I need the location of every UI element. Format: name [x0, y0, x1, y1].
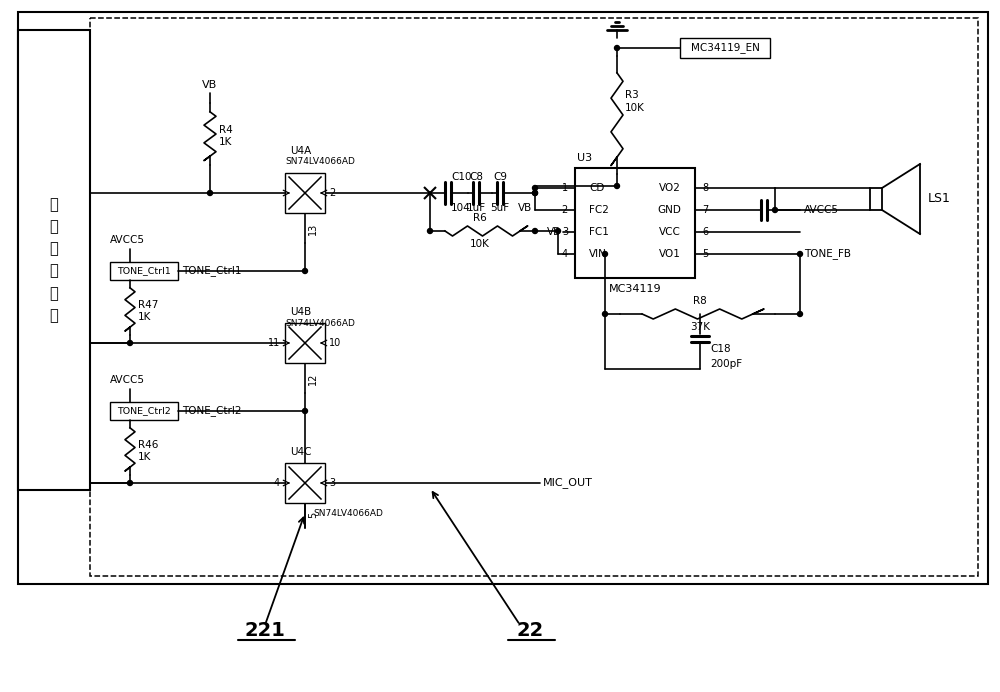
Text: U3: U3 — [577, 153, 592, 163]
Text: MIC_OUT: MIC_OUT — [543, 477, 593, 489]
Text: 200pF: 200pF — [710, 359, 742, 369]
Bar — [285, 463, 325, 503]
Circle shape — [532, 190, 538, 196]
Bar — [285, 173, 325, 213]
Text: FC2: FC2 — [589, 205, 609, 215]
Text: C9: C9 — [493, 172, 507, 182]
Circle shape — [532, 228, 538, 233]
Text: C8: C8 — [469, 172, 483, 182]
Circle shape — [532, 185, 538, 190]
Text: 2: 2 — [329, 188, 335, 198]
Text: VO1: VO1 — [659, 249, 681, 259]
Text: 语
音
处
理
芯
片: 语 音 处 理 芯 片 — [50, 197, 58, 323]
Text: 1: 1 — [562, 183, 568, 193]
Text: 8: 8 — [702, 183, 708, 193]
Circle shape — [798, 251, 802, 257]
Text: 1K: 1K — [219, 137, 232, 147]
Bar — [18, 30, 90, 490]
Text: TONE_Ctrl1: TONE_Ctrl1 — [117, 266, 171, 275]
Text: 10K: 10K — [470, 239, 490, 249]
Text: 6: 6 — [702, 227, 708, 237]
Text: VIN: VIN — [589, 249, 607, 259]
Text: 1uF: 1uF — [466, 203, 486, 213]
Text: 22: 22 — [516, 621, 544, 639]
Text: GND: GND — [657, 205, 681, 215]
Text: 7: 7 — [702, 205, 708, 215]
Text: U4B: U4B — [290, 307, 311, 317]
Text: 221: 221 — [245, 621, 285, 639]
Circle shape — [556, 228, 560, 233]
Text: 1K: 1K — [138, 312, 151, 322]
Text: VCC: VCC — [659, 227, 681, 237]
Text: MC34119_EN: MC34119_EN — [691, 42, 759, 53]
Text: R6: R6 — [473, 213, 487, 223]
Text: MC34119: MC34119 — [609, 284, 661, 294]
Circle shape — [302, 268, 308, 273]
Text: 1K: 1K — [138, 452, 151, 462]
Circle shape — [614, 46, 620, 51]
Bar — [18, 12, 988, 584]
Text: TONE_Ctrl2: TONE_Ctrl2 — [117, 406, 171, 415]
Text: 10K: 10K — [625, 103, 645, 113]
Text: CD: CD — [589, 183, 604, 193]
Text: R46: R46 — [138, 440, 158, 450]
Text: 4: 4 — [274, 478, 280, 488]
Text: R3: R3 — [625, 90, 639, 100]
Text: AVCC5: AVCC5 — [110, 235, 145, 245]
Text: SN74LV4066AD: SN74LV4066AD — [285, 158, 355, 167]
Text: C18: C18 — [710, 344, 731, 354]
Circle shape — [798, 311, 802, 316]
Text: VB: VB — [202, 80, 218, 90]
Text: 104: 104 — [451, 203, 471, 213]
Bar — [110, 262, 178, 280]
Circle shape — [772, 208, 778, 212]
Text: TONE_Ctrl2: TONE_Ctrl2 — [182, 406, 242, 417]
Circle shape — [614, 183, 620, 188]
Bar — [575, 168, 695, 278]
Text: LS1: LS1 — [928, 192, 951, 206]
Text: AVCC5: AVCC5 — [110, 375, 145, 385]
Circle shape — [532, 190, 538, 196]
Circle shape — [428, 228, 432, 233]
Text: 3: 3 — [562, 227, 568, 237]
Circle shape — [128, 340, 132, 345]
Bar — [680, 38, 770, 58]
Text: VO2: VO2 — [659, 183, 681, 193]
Text: U4C: U4C — [290, 447, 312, 457]
Text: 13: 13 — [308, 223, 318, 235]
Text: 5uF: 5uF — [490, 203, 510, 213]
Text: R47: R47 — [138, 300, 158, 310]
Text: FC1: FC1 — [589, 227, 609, 237]
Bar — [285, 323, 325, 363]
Circle shape — [602, 251, 608, 257]
Text: VB: VB — [518, 203, 532, 213]
Text: VB: VB — [547, 227, 561, 237]
Circle shape — [602, 311, 608, 316]
Bar — [110, 402, 178, 420]
Circle shape — [208, 190, 212, 196]
Text: 37K: 37K — [690, 322, 710, 332]
Circle shape — [128, 480, 132, 486]
Text: 10: 10 — [329, 338, 341, 348]
Bar — [870, 188, 882, 210]
Text: R4: R4 — [219, 125, 233, 135]
Text: C10: C10 — [451, 172, 472, 182]
Text: SN74LV4066AD: SN74LV4066AD — [285, 318, 355, 327]
Text: 4: 4 — [562, 249, 568, 259]
Text: 5: 5 — [702, 249, 708, 259]
Text: 12: 12 — [308, 373, 318, 385]
Circle shape — [302, 408, 308, 414]
Text: U4A: U4A — [290, 146, 311, 156]
Text: 3: 3 — [329, 478, 335, 488]
Text: AVCC5: AVCC5 — [804, 205, 839, 215]
Text: SN74LV4066AD: SN74LV4066AD — [313, 509, 383, 518]
Text: TONE_FB: TONE_FB — [804, 248, 851, 260]
Text: 2: 2 — [562, 205, 568, 215]
Bar — [90, 18, 978, 576]
Text: TONE_Ctrl1: TONE_Ctrl1 — [182, 266, 242, 276]
Text: R8: R8 — [693, 296, 707, 306]
Text: 11: 11 — [268, 338, 280, 348]
Text: 5: 5 — [308, 512, 318, 518]
